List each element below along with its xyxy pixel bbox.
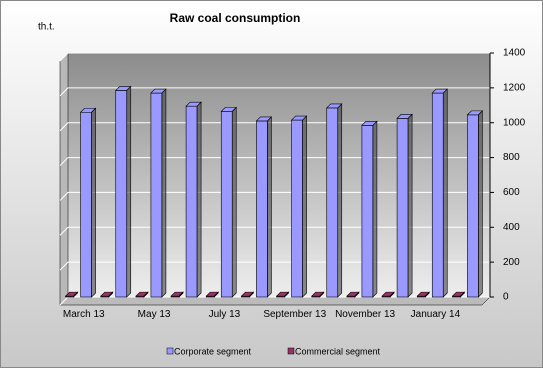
legend-swatch: [287, 347, 295, 355]
grid-line: [59, 52, 490, 62]
bar-front: [467, 114, 479, 298]
bar-side: [196, 101, 202, 298]
floor: [59, 296, 491, 306]
legend-label: Commercial segment: [295, 346, 381, 356]
grid-line: [59, 261, 490, 271]
grid-line: [59, 191, 490, 201]
y-axis-label: th.t.: [38, 22, 55, 33]
x-tick-label: May 13: [137, 309, 171, 320]
bar-side: [108, 291, 114, 298]
bar-side: [178, 291, 184, 298]
legend-label: Corporate segment: [174, 346, 252, 356]
bar: [170, 291, 184, 298]
bar-front: [185, 105, 198, 298]
bar-side: [126, 85, 132, 298]
bar: [150, 88, 167, 298]
x-tick-label: November 13: [335, 309, 396, 320]
bar-side: [478, 110, 483, 298]
legend-swatch: [166, 347, 174, 355]
y-tick-label: 1400: [503, 48, 526, 59]
bar-front: [220, 111, 233, 298]
x-tick-label: September 13: [263, 309, 327, 320]
bar: [396, 113, 413, 298]
bar-side: [302, 115, 307, 298]
bar-side: [267, 116, 272, 298]
y-tick-label: 1000: [503, 117, 526, 128]
grid-line: [59, 87, 490, 97]
x-tick-label: March 13: [62, 309, 105, 320]
grid-line: [59, 226, 490, 236]
bar-side: [372, 120, 378, 298]
bar: [220, 106, 237, 298]
x-tick-label: January 14: [410, 309, 461, 320]
bar: [290, 115, 308, 298]
bar: [240, 291, 255, 298]
bar-side: [337, 103, 343, 298]
bar-front: [291, 119, 303, 298]
bar-side: [213, 291, 219, 298]
bar: [326, 103, 343, 298]
bar: [64, 291, 79, 298]
bar: [275, 291, 290, 298]
bar-front: [256, 120, 268, 298]
bar-front: [115, 90, 128, 298]
bar: [451, 291, 466, 298]
grid-line: [59, 122, 490, 132]
bar-side: [231, 106, 237, 298]
bar: [346, 291, 360, 298]
bar-front: [326, 107, 339, 298]
bar-side: [407, 113, 413, 298]
bar: [361, 120, 378, 298]
bar: [381, 291, 395, 298]
bar-side: [91, 107, 96, 298]
y-tick-label: 0: [503, 292, 509, 303]
grid-line: [59, 157, 490, 166]
bar-front: [396, 118, 409, 298]
bar-side: [249, 291, 254, 298]
y-tick-label: 1200: [503, 82, 526, 93]
bar: [185, 101, 202, 298]
bar-side: [424, 291, 430, 298]
bar-side: [143, 291, 149, 298]
bar-front: [431, 92, 444, 298]
bar-front: [150, 92, 163, 298]
y-tick-label: 600: [503, 187, 520, 198]
bar-side: [73, 291, 78, 298]
bar-front: [361, 125, 374, 298]
bar: [431, 88, 448, 298]
bar-side: [442, 88, 448, 298]
x-tick-label: July 13: [208, 309, 241, 320]
bar: [115, 85, 132, 298]
bar-side: [389, 291, 395, 298]
chart-title: Raw coal consumption: [170, 11, 301, 25]
side-wall: [59, 52, 69, 306]
bar: [100, 291, 114, 298]
bar-side: [354, 291, 360, 298]
bar: [255, 116, 273, 298]
bar: [416, 291, 430, 298]
bar-side: [161, 88, 167, 298]
bar: [205, 291, 219, 298]
bar-front: [80, 111, 92, 298]
y-tick-label: 800: [503, 152, 520, 163]
y-tick-label: 200: [503, 257, 520, 268]
y-tick-label: 400: [503, 222, 520, 233]
bar-side: [284, 291, 289, 298]
bar: [135, 291, 149, 298]
bar-side: [460, 291, 465, 298]
bar: [79, 107, 97, 298]
bar: [311, 291, 325, 298]
bar: [466, 110, 484, 298]
bar-side: [319, 291, 325, 298]
back-wall: [68, 53, 490, 297]
